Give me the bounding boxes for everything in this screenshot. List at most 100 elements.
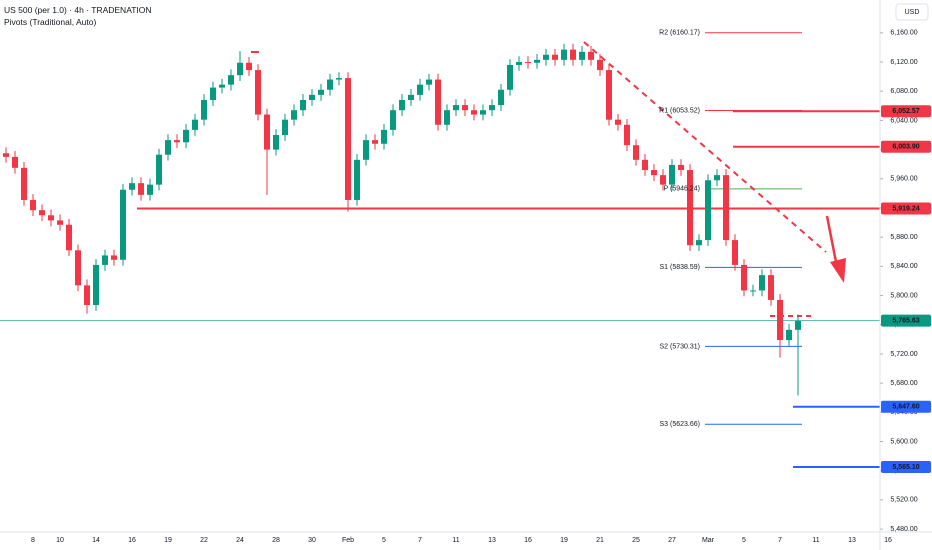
candle-body [327,79,333,90]
x-tick-label: 21 [596,537,604,544]
arrow-shaft [825,215,838,263]
x-tick-label: 11 [452,537,459,544]
candle-body [102,255,108,265]
candle-body [273,135,279,150]
candle-body [390,110,396,130]
x-tick-label: 13 [488,537,496,544]
candle-body [687,170,693,246]
candle-body [480,110,486,115]
candle-body [579,51,585,60]
candle-body [795,320,801,330]
level-box [881,140,931,153]
x-tick-label: 16 [884,537,892,544]
candle-body [399,99,405,111]
x-tick-label: 7 [778,537,782,544]
currency[interactable]: USD [905,9,920,16]
candle-body [318,89,324,95]
candle-body [723,175,729,241]
x-tick-label: 25 [632,537,640,544]
candle-body [93,264,99,306]
candle-body [426,79,432,85]
candle-body [615,119,621,125]
level-box [881,202,931,215]
candle-body [462,105,468,111]
candle-body [282,119,288,136]
y-tick-label: 6,080.00 [890,88,917,95]
pivot-label: R1 (6053.52) [659,107,700,114]
candle-body [192,119,198,130]
candle-body [471,110,477,115]
candle-body [597,59,603,71]
level-label: 6,003.90 [892,144,919,151]
candle-body [642,159,648,171]
trend-line [583,41,827,253]
candle-body [111,255,117,260]
candle-body [696,240,702,246]
x-tick-label: 19 [164,537,172,544]
candle-body [489,105,495,111]
candle-body [444,110,450,125]
plot-area [0,32,880,468]
y-tick-label: 5,880.00 [890,234,917,241]
candle-body [309,94,315,100]
candle-body [561,49,567,60]
candle-body [714,175,720,181]
candle-body [498,89,504,106]
candle-body [624,124,630,146]
level-box [881,105,931,118]
x-tick-label: 24 [236,537,244,544]
y-tick-label: 5,800.00 [890,292,917,299]
level-label: 5,565.10 [892,464,919,471]
x-tick-label: 5 [382,537,386,544]
candle-body [156,154,162,185]
candle-body [543,54,549,60]
candle-body [201,99,207,120]
y-tick-label: 5,680.00 [890,380,917,387]
candle-body [660,175,666,185]
indicator-label: Pivots (Traditional, Auto) [4,17,96,27]
x-tick-label: 16 [128,537,136,544]
candle-body [129,183,135,190]
candle-body [750,290,756,292]
candle-body [120,189,126,260]
level-box [881,400,931,413]
x-tick-label: 28 [272,537,280,544]
candle-body [138,183,144,195]
candle-body [3,153,9,157]
x-tick-label: 19 [560,537,568,544]
y-tick-label: 5,520.00 [890,497,917,504]
candle-body [453,105,459,111]
pivot-label: R2 (6160.17) [659,30,700,37]
candle-body [669,164,675,185]
candle-body [678,164,684,171]
candle-body [57,220,63,225]
candle-body [66,224,72,251]
candle-body [534,59,540,63]
y-tick-label: 5,840.00 [890,263,917,270]
candle-body [381,129,387,144]
candle-body [741,264,747,291]
y-tick-label: 6,120.00 [890,59,917,66]
pivot-label: S1 (5838.59) [660,264,700,271]
candle-body [354,159,360,200]
currency-box[interactable] [895,3,929,21]
candle-body [408,94,414,100]
x-tick-label: 22 [200,537,208,544]
y-tick-label: 5,600.00 [890,438,917,445]
level-box [881,460,931,473]
candle-body [84,285,90,306]
candle-body [237,62,243,76]
y-tick-label: 5,960.00 [890,176,917,183]
candle-body [768,275,774,300]
level-label: 6,052.57 [892,108,919,115]
candle-body [21,167,27,200]
candle-body [777,299,783,341]
candle-body [291,110,297,120]
candle-body [507,64,513,90]
candle-body [147,184,153,195]
arrow-head [830,258,846,283]
candle-body [12,156,18,168]
level-label: 5,765.63 [892,317,919,324]
candle-body [705,180,711,241]
